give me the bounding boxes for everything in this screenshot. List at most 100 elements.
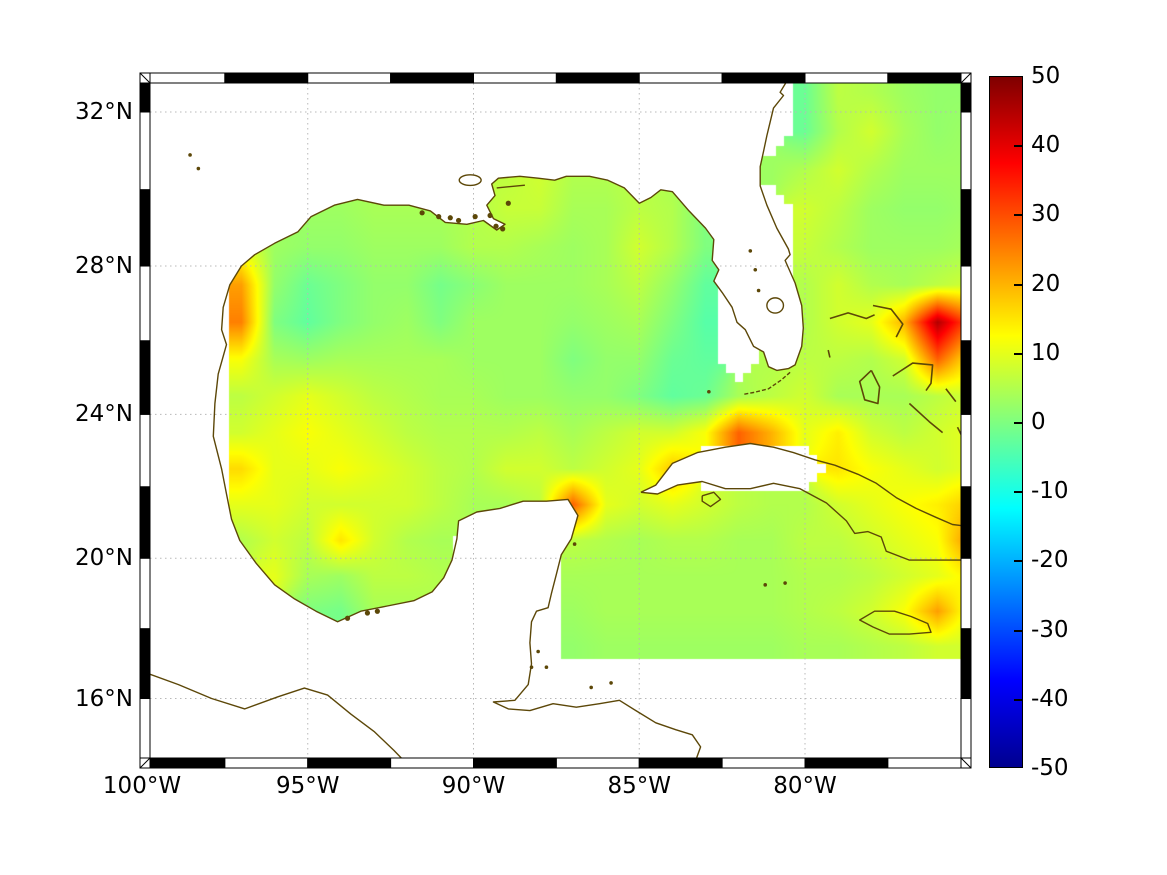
land-fill-layer (150, 83, 804, 758)
bahamas-island-coastline (956, 426, 961, 437)
frame-cell-bottom (307, 757, 392, 769)
florida-keys-chain (743, 371, 791, 395)
mainland-coastline (212, 83, 804, 758)
frame-corner-bevel (960, 757, 972, 769)
marsh-blob (493, 223, 499, 229)
colorbar-tick (1014, 491, 1022, 494)
colorbar-tick-label: 50 (1031, 63, 1061, 89)
frame-cell-top (390, 72, 474, 84)
frame-cell-bottom (721, 757, 806, 769)
islet-dot (756, 288, 761, 293)
y-tick-label: 20°N (75, 545, 133, 572)
barrier-islands-line (496, 184, 525, 189)
colorbar-tick-label: 40 (1031, 132, 1061, 159)
x-tick-label: 95°W (275, 773, 340, 799)
frame-cell-top (555, 72, 640, 84)
frame-cell-right (960, 628, 972, 700)
frame-cell-left (139, 413, 151, 488)
bahamas-island-coastline (872, 304, 904, 338)
islet-dot (748, 249, 753, 253)
x-tick-label: 80°W (773, 773, 837, 799)
marsh-blob (374, 608, 380, 614)
colorbar-tick-label: -40 (1031, 685, 1069, 712)
frame-cell-bottom (887, 757, 962, 769)
bahamas-island-coastline (908, 402, 944, 434)
colorbar-tick-label: -20 (1031, 547, 1069, 574)
y-tick-label: 28°N (75, 253, 133, 280)
frame-cell-left (139, 340, 151, 415)
frame-cell-right (960, 111, 972, 191)
colorbar-tick (1014, 629, 1022, 632)
islet-dot (544, 665, 549, 670)
frame-cell-bottom (638, 757, 723, 769)
x-tick-label: 100°W (102, 773, 182, 799)
colorbar-tick-label: 10 (1031, 339, 1061, 366)
islet-dot (753, 267, 758, 272)
x-tick-label: 90°W (441, 773, 506, 799)
frame-cell-bottom (224, 757, 309, 769)
marsh-blob (419, 210, 425, 216)
islet-dot (572, 542, 577, 546)
grid-lines (150, 83, 961, 758)
frame-cell-bottom (555, 757, 640, 769)
frame-cell-left (139, 189, 151, 267)
colorbar-tick-label: -10 (1031, 478, 1069, 505)
colorbar-tick (1014, 422, 1022, 424)
bahamas-island-coastline (945, 388, 957, 403)
colorbar-tick (1014, 698, 1022, 701)
colorbar-tick-label: -30 (1031, 616, 1069, 643)
frame-cell-left (139, 486, 151, 559)
frame-cell-left (139, 265, 151, 342)
y-tick-label: 24°N (75, 401, 133, 428)
frame-cell-top (887, 72, 962, 84)
y-tick-label: 32°N (75, 99, 133, 125)
colorbar-tick-label: 20 (1031, 270, 1061, 297)
islet-dot (609, 681, 613, 685)
islet-dots-layer (188, 153, 787, 690)
marsh-blob (505, 200, 511, 206)
mainland-landmass (150, 83, 804, 758)
marsh-blob (344, 615, 351, 621)
frame-cell-left (139, 628, 151, 700)
colorbar-tick-label: 30 (1031, 201, 1061, 228)
frame-cell-right (960, 265, 972, 342)
colorbar-tick-label: 0 (1031, 409, 1046, 435)
map-frame (139, 72, 972, 769)
y-tick-label: 16°N (75, 685, 133, 712)
frame-cell-right (960, 413, 972, 488)
frame-cell-bottom (390, 757, 474, 769)
frame-cell-bottom (473, 757, 557, 769)
frame-cell-right (960, 557, 972, 630)
frame-cell-top (638, 72, 723, 84)
islet-dot (783, 581, 787, 585)
colorbar-tick (1014, 283, 1022, 286)
frame-cell-right (960, 340, 972, 415)
pacific-coastline (150, 673, 403, 758)
bahamas-island-coastline (827, 349, 831, 358)
colorbar-tick (1014, 352, 1022, 355)
frame-cell-right (960, 189, 972, 267)
lake-outline (458, 174, 482, 187)
frame-cell-right (960, 698, 972, 759)
colorbar-tick (1014, 145, 1022, 148)
frame-cell-right (960, 486, 972, 559)
islet-dot (196, 166, 201, 171)
frame-cell-top (307, 72, 392, 84)
frame-cell-top (149, 72, 226, 84)
islet-dot (763, 583, 768, 587)
islet-dot (188, 153, 192, 157)
marsh-blob (447, 215, 453, 221)
islet-dot (707, 389, 711, 394)
colorbar (989, 76, 1023, 768)
frame-cell-top (473, 72, 557, 84)
frame-cell-top (721, 72, 806, 84)
cuba-coastline (640, 442, 961, 561)
marsh-blob (455, 217, 462, 224)
colorbar-tick (1014, 560, 1022, 563)
marsh-blob (500, 226, 506, 232)
frame-cell-right (960, 82, 972, 113)
frame-corner-bevel (139, 72, 151, 84)
frame-cell-top (224, 72, 309, 84)
frame-corner-bevel (960, 72, 972, 84)
